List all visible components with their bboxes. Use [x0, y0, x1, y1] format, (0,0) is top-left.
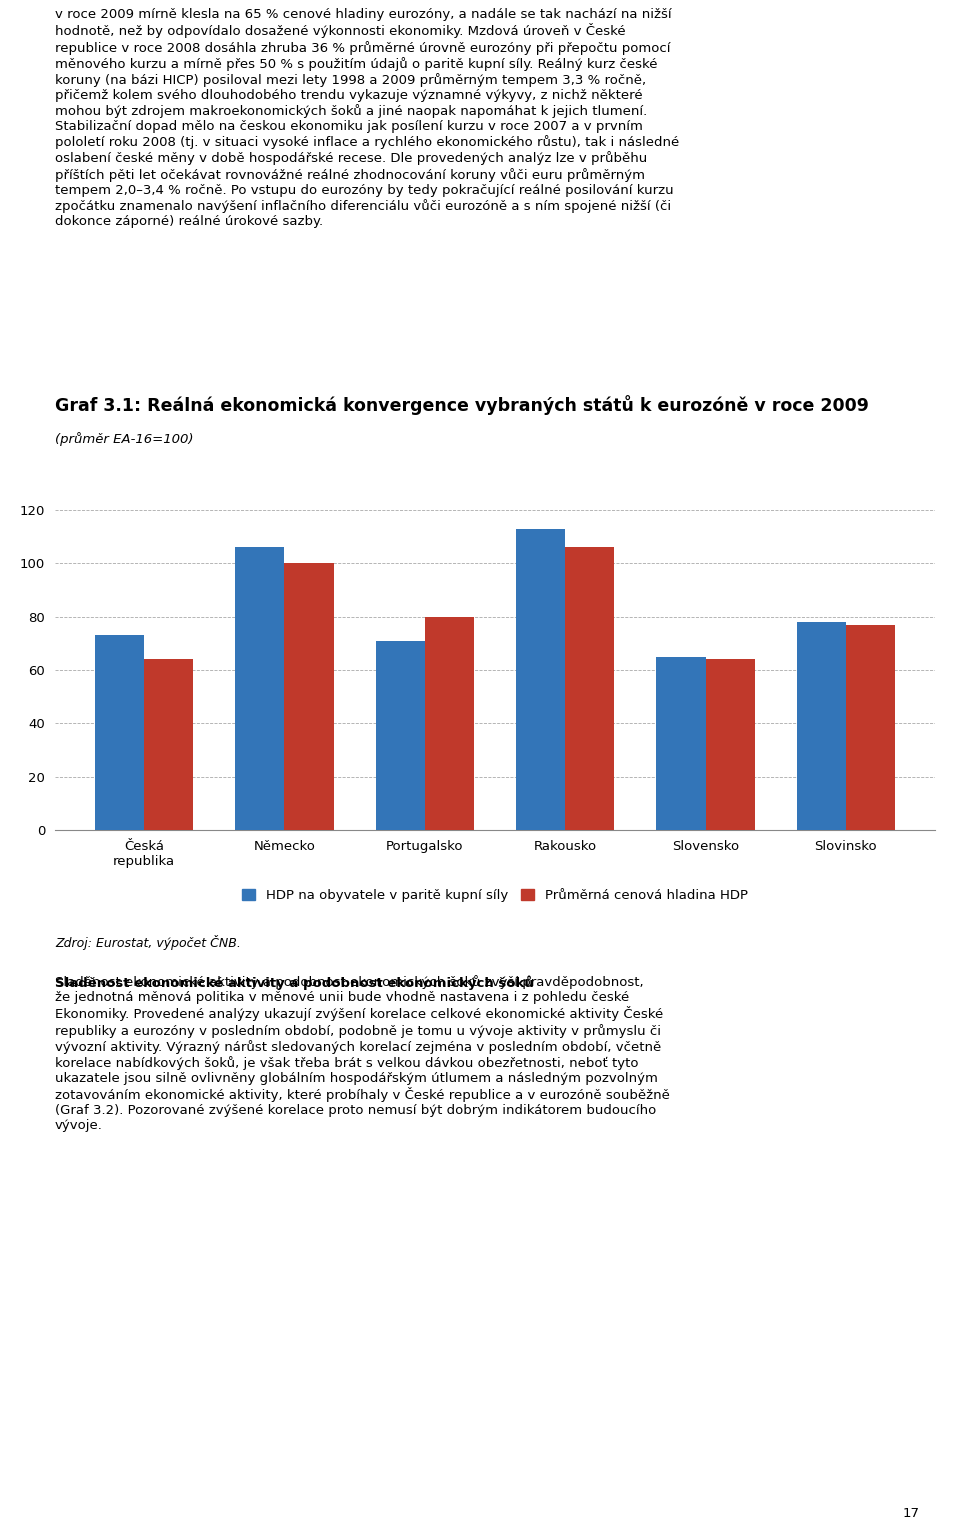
- Bar: [284, 563, 333, 830]
- Bar: [144, 659, 193, 830]
- Bar: [95, 636, 144, 830]
- Text: Sladěnost ekonomické aktivity a podobnost ekonomických šoků: Sladěnost ekonomické aktivity a podobnos…: [55, 976, 534, 990]
- Text: (průměr EA-16=100): (průměr EA-16=100): [55, 432, 194, 446]
- Text: 17: 17: [903, 1507, 920, 1521]
- Bar: [706, 659, 755, 830]
- Bar: [235, 548, 284, 830]
- Bar: [846, 625, 895, 830]
- Text: Zdroj: Eurostat, výpočet ČNB.: Zdroj: Eurostat, výpočet ČNB.: [55, 936, 241, 950]
- Text: Graf 3.1: Reálná ekonomická konvergence vybraných států k eurozóně v roce 2009: Graf 3.1: Reálná ekonomická konvergence …: [55, 396, 869, 416]
- Bar: [516, 529, 565, 830]
- Legend: HDP na obyvatele v paritě kupní síly, Průměrná cenová hladina HDP: HDP na obyvatele v paritě kupní síly, Pr…: [242, 890, 748, 902]
- Bar: [565, 548, 614, 830]
- Bar: [797, 622, 846, 830]
- Bar: [425, 617, 474, 830]
- Text: v roce 2009 mírně klesla na 65 % cenové hladiny eurozóny, a nadále se tak nacház: v roce 2009 mírně klesla na 65 % cenové …: [55, 8, 680, 228]
- Text: Sladěnost ekonomické aktivity a podobnost ekonomických šoků zvýší pravděpodobnos: Sladěnost ekonomické aktivity a podobnos…: [55, 976, 670, 1133]
- Bar: [657, 657, 706, 830]
- Bar: [375, 640, 425, 830]
